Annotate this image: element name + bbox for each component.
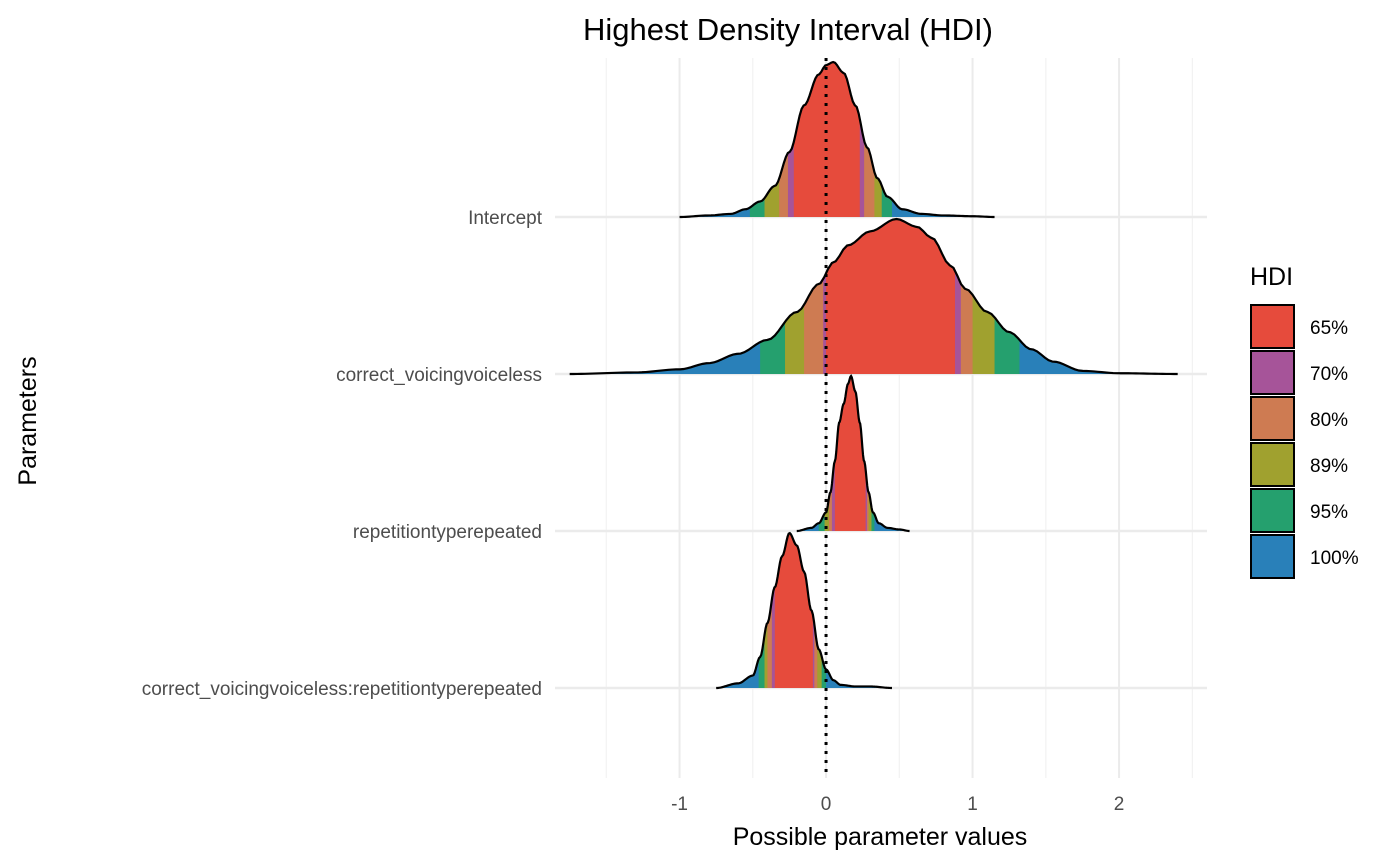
hdi-band-65: [774, 533, 813, 688]
legend-swatch: [1250, 488, 1295, 533]
y-tick-label: Intercept: [468, 208, 543, 229]
density-outline: [679, 60, 995, 219]
legend-label: 100%: [1310, 548, 1359, 569]
x-axis-title: Possible parameter values: [733, 823, 1028, 851]
x-tick-label: 1: [967, 794, 978, 815]
legend-swatch: [1250, 534, 1295, 579]
x-tick-label: 0: [821, 794, 832, 815]
grid-lines: [555, 58, 1207, 778]
y-tick-label: correct_voicingvoiceless:repetitiontyper…: [142, 679, 542, 700]
legend-swatch: [1250, 396, 1295, 441]
y-axis-title: Parameters: [14, 356, 42, 485]
legend-label: 65%: [1310, 318, 1348, 339]
legend-label: 80%: [1310, 410, 1348, 431]
ridge-1: [679, 60, 995, 219]
legend-swatch: [1250, 350, 1295, 395]
legend-label: 70%: [1310, 364, 1348, 385]
density-outline: [716, 531, 892, 690]
ridge-3: [796, 374, 910, 533]
y-tick-labels: Intercept correct_voicingvoicelessrepetit…: [142, 208, 543, 700]
density-outline: [569, 217, 1178, 376]
x-tick-labels: -1 0 1 2: [671, 794, 1124, 815]
legend-label: 89%: [1310, 456, 1348, 477]
hdi-legend: HDI 65% 70% 80% 89% 95% 100%: [1250, 263, 1359, 579]
density-ridges: [569, 60, 1178, 690]
density-outline: [796, 374, 910, 533]
x-tick-label: 2: [1114, 794, 1125, 815]
legend-title: HDI: [1250, 263, 1293, 291]
hdi-band-65: [826, 219, 955, 374]
y-tick-label: repetitiontyperepeated: [353, 522, 542, 543]
ridge-2: [569, 217, 1178, 376]
hdi-band-65: [834, 376, 866, 531]
x-tick-label: -1: [671, 794, 688, 815]
y-tick-label: correct_voicingvoiceless: [336, 365, 542, 386]
legend-swatch: [1250, 304, 1295, 349]
legend-swatch: [1250, 442, 1295, 487]
legend-label: 95%: [1310, 502, 1348, 523]
ridge-4: [716, 531, 892, 690]
chart-title: Highest Density Interval (HDI): [583, 12, 993, 47]
